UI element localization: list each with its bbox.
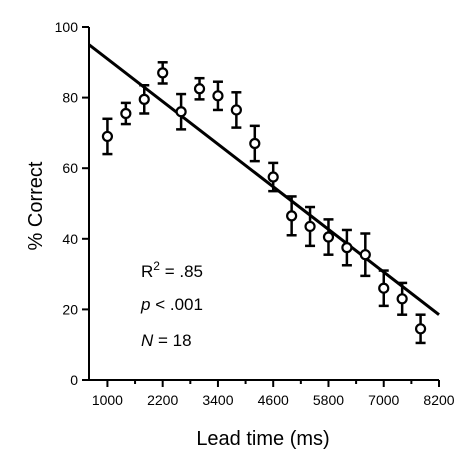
x-tick-label: 3400	[202, 392, 233, 408]
point-marker	[396, 293, 408, 305]
x-tick-label: 4600	[258, 392, 289, 408]
data-point	[359, 232, 371, 278]
point-marker	[249, 137, 261, 150]
n-value: = 18	[153, 331, 191, 350]
n-annotation: N = 18	[141, 331, 192, 350]
y-tick-label: 80	[62, 90, 78, 106]
r-squared-label: R	[141, 262, 153, 281]
point-marker	[157, 67, 169, 79]
data-point	[396, 281, 408, 316]
x-tick-label: 7000	[368, 392, 399, 408]
p-value-text: < .001	[150, 295, 202, 314]
r-squared-superscript: 2	[153, 259, 160, 273]
data-point	[378, 269, 390, 308]
data-point	[230, 91, 242, 129]
point-marker	[267, 171, 279, 183]
point-marker	[322, 231, 335, 243]
x-tick-label: 8200	[423, 392, 454, 408]
data-point	[101, 117, 114, 156]
data-point	[175, 92, 187, 131]
data-point	[120, 101, 132, 126]
x-axis-title: Lead time (ms)	[196, 428, 329, 450]
y-tick-label: 20	[62, 301, 78, 317]
r-squared-value: = .85	[160, 262, 203, 281]
ticks-layer: 0 20 40 60 80 100 1000 2200 3400 4600 5800 7000 8200	[55, 19, 455, 408]
data-point	[157, 61, 169, 85]
data-point	[138, 83, 150, 115]
point-marker	[378, 282, 390, 294]
data-point	[322, 218, 335, 256]
data-point	[212, 80, 224, 112]
data-point	[414, 313, 427, 345]
y-tick-label: 60	[62, 160, 78, 176]
data-point	[249, 124, 261, 163]
point-marker	[230, 104, 242, 116]
data-point	[304, 205, 316, 248]
point-marker	[193, 83, 206, 95]
point-marker	[359, 249, 371, 261]
y-tick-label: 100	[55, 19, 79, 35]
data-point	[341, 228, 353, 267]
r-squared-annotation: R2 = .85	[141, 259, 203, 281]
n-label: N	[141, 331, 154, 350]
point-marker	[138, 93, 150, 105]
data-point	[267, 161, 279, 193]
points-layer	[101, 61, 427, 345]
p-value-annotation: p < .001	[140, 295, 203, 314]
y-tick-label: 40	[62, 231, 78, 247]
point-marker	[341, 242, 353, 254]
x-tick-label: 5800	[313, 392, 344, 408]
point-marker	[212, 90, 224, 102]
data-point	[286, 195, 298, 237]
y-tick-label: 0	[70, 372, 78, 388]
data-point	[193, 76, 206, 101]
x-tick-label: 2200	[147, 392, 178, 408]
axes-layer	[88, 27, 439, 381]
point-marker	[286, 210, 298, 222]
point-marker	[101, 130, 114, 143]
point-marker	[414, 323, 427, 335]
point-marker	[175, 106, 187, 118]
point-marker	[304, 220, 316, 233]
point-marker	[120, 107, 132, 120]
y-axis-title: % Correct	[25, 161, 47, 250]
p-value-label: p	[140, 295, 150, 314]
x-tick-label: 1000	[92, 392, 123, 408]
